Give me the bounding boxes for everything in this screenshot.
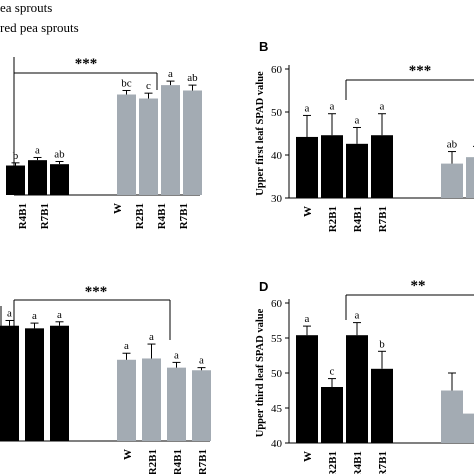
bar-black-D [296, 335, 318, 443]
bar-black-B [321, 135, 343, 198]
bar-gray-C [117, 359, 136, 441]
x-tick-label-D: W [302, 451, 314, 462]
x-tick-label-B: R4B1 [352, 206, 364, 232]
bar-black-A [28, 160, 47, 195]
significance-letter-B: ab [447, 139, 458, 151]
significance-letter-C: a [149, 331, 154, 343]
significance-letter-A: ab [187, 72, 198, 84]
bar-black-C [50, 325, 69, 441]
x-tick-label-A: R4B1 [17, 203, 29, 229]
y-tick-label-B: 30 [271, 193, 283, 205]
x-tick-label-A: R2B1 [134, 203, 146, 229]
x-tick-label-A: W [112, 203, 124, 214]
bar-gray-C [142, 358, 161, 441]
bar-black-A [6, 165, 25, 195]
x-tick-label-D: R4B1 [352, 451, 364, 474]
bar-black-B [371, 135, 393, 198]
significance-letter-D: b [379, 338, 385, 350]
significance-letter-D: c [330, 366, 335, 378]
bar-gray-C [192, 370, 211, 441]
y-tick-label-D: 40 [271, 438, 283, 450]
y-tick-label-B: 50 [271, 107, 283, 119]
significance-letter-C: a [32, 310, 37, 322]
significance-letter-A: a [168, 68, 173, 80]
bar-black-A [50, 164, 69, 195]
y-axis-label-D: Upper third leaf SPAD value [255, 308, 266, 437]
significance-letter-C: a [7, 307, 12, 319]
bar-gray-D [441, 390, 463, 443]
bar-black-D [321, 387, 343, 443]
bar-gray-A [139, 98, 158, 195]
x-tick-label-D: R2B1 [327, 451, 339, 474]
bar-gray-D [463, 413, 474, 443]
significance-letter-B: a [355, 114, 360, 126]
significance-letter-A: ab [54, 149, 65, 161]
panel-label-b: B [259, 39, 268, 54]
bar-black-D [371, 368, 393, 443]
x-tick-label-A: R4B1 [156, 203, 168, 229]
x-tick-label-C: R2B1 [147, 449, 159, 474]
y-tick-label-B: 40 [271, 150, 283, 162]
bar-gray-A [161, 85, 180, 195]
significance-letter-A: c [146, 80, 151, 92]
bar-black-C [25, 328, 44, 441]
x-tick-label-C: R4B1 [172, 449, 184, 474]
bar-black-B [296, 136, 318, 198]
x-tick-label-A: R7B1 [178, 203, 190, 229]
y-tick-label-B: 60 [271, 64, 283, 76]
significance-letter-D: a [305, 313, 310, 325]
significance-letter-B: a [305, 102, 310, 114]
significance-letter-A: b [13, 150, 19, 162]
significance-letter-B: a [380, 101, 385, 113]
y-axis-label-B: Upper first leaf SPAD value [255, 71, 266, 196]
significance-stars-D: ** [411, 278, 426, 294]
significance-letter-C: a [174, 349, 179, 361]
x-tick-label-B: W [302, 206, 314, 217]
y-tick-label-D: 50 [271, 368, 283, 380]
panel-label-d: D [259, 279, 268, 294]
legend-entry-2: red pea sprouts [0, 20, 79, 35]
bar-black-B [346, 143, 368, 198]
significance-letter-D: a [355, 310, 360, 322]
bar-gray-B [441, 163, 463, 198]
x-tick-label-A: R7B1 [39, 203, 51, 229]
significance-letter-A: bc [121, 77, 132, 89]
significance-letter-C: a [199, 355, 204, 367]
bar-gray-A [183, 90, 202, 195]
bar-gray-B [466, 157, 474, 198]
significance-stars-C: *** [85, 284, 108, 300]
significance-letter-A: a [35, 144, 40, 156]
bar-gray-C [167, 367, 186, 441]
significance-stars-A: *** [75, 56, 98, 72]
bar-black-D [346, 335, 368, 443]
y-tick-label-D: 45 [271, 403, 283, 415]
x-tick-label-C: W [122, 449, 134, 460]
y-tick-label-D: 60 [271, 298, 283, 310]
x-tick-label-D: R7B1 [377, 451, 389, 474]
legend-entry-1: ea sprouts [0, 0, 53, 15]
significance-letter-C: a [57, 309, 62, 321]
x-tick-label-B: R2B1 [327, 206, 339, 232]
x-tick-label-C: R7B1 [197, 449, 209, 474]
significance-letter-C: a [124, 340, 129, 352]
bar-gray-A [117, 94, 136, 195]
bar-black-C [0, 325, 19, 441]
significance-stars-B: *** [409, 63, 432, 79]
y-tick-label-D: 55 [271, 333, 283, 345]
x-tick-label-B: R7B1 [377, 206, 389, 232]
significance-letter-B: a [330, 101, 335, 113]
